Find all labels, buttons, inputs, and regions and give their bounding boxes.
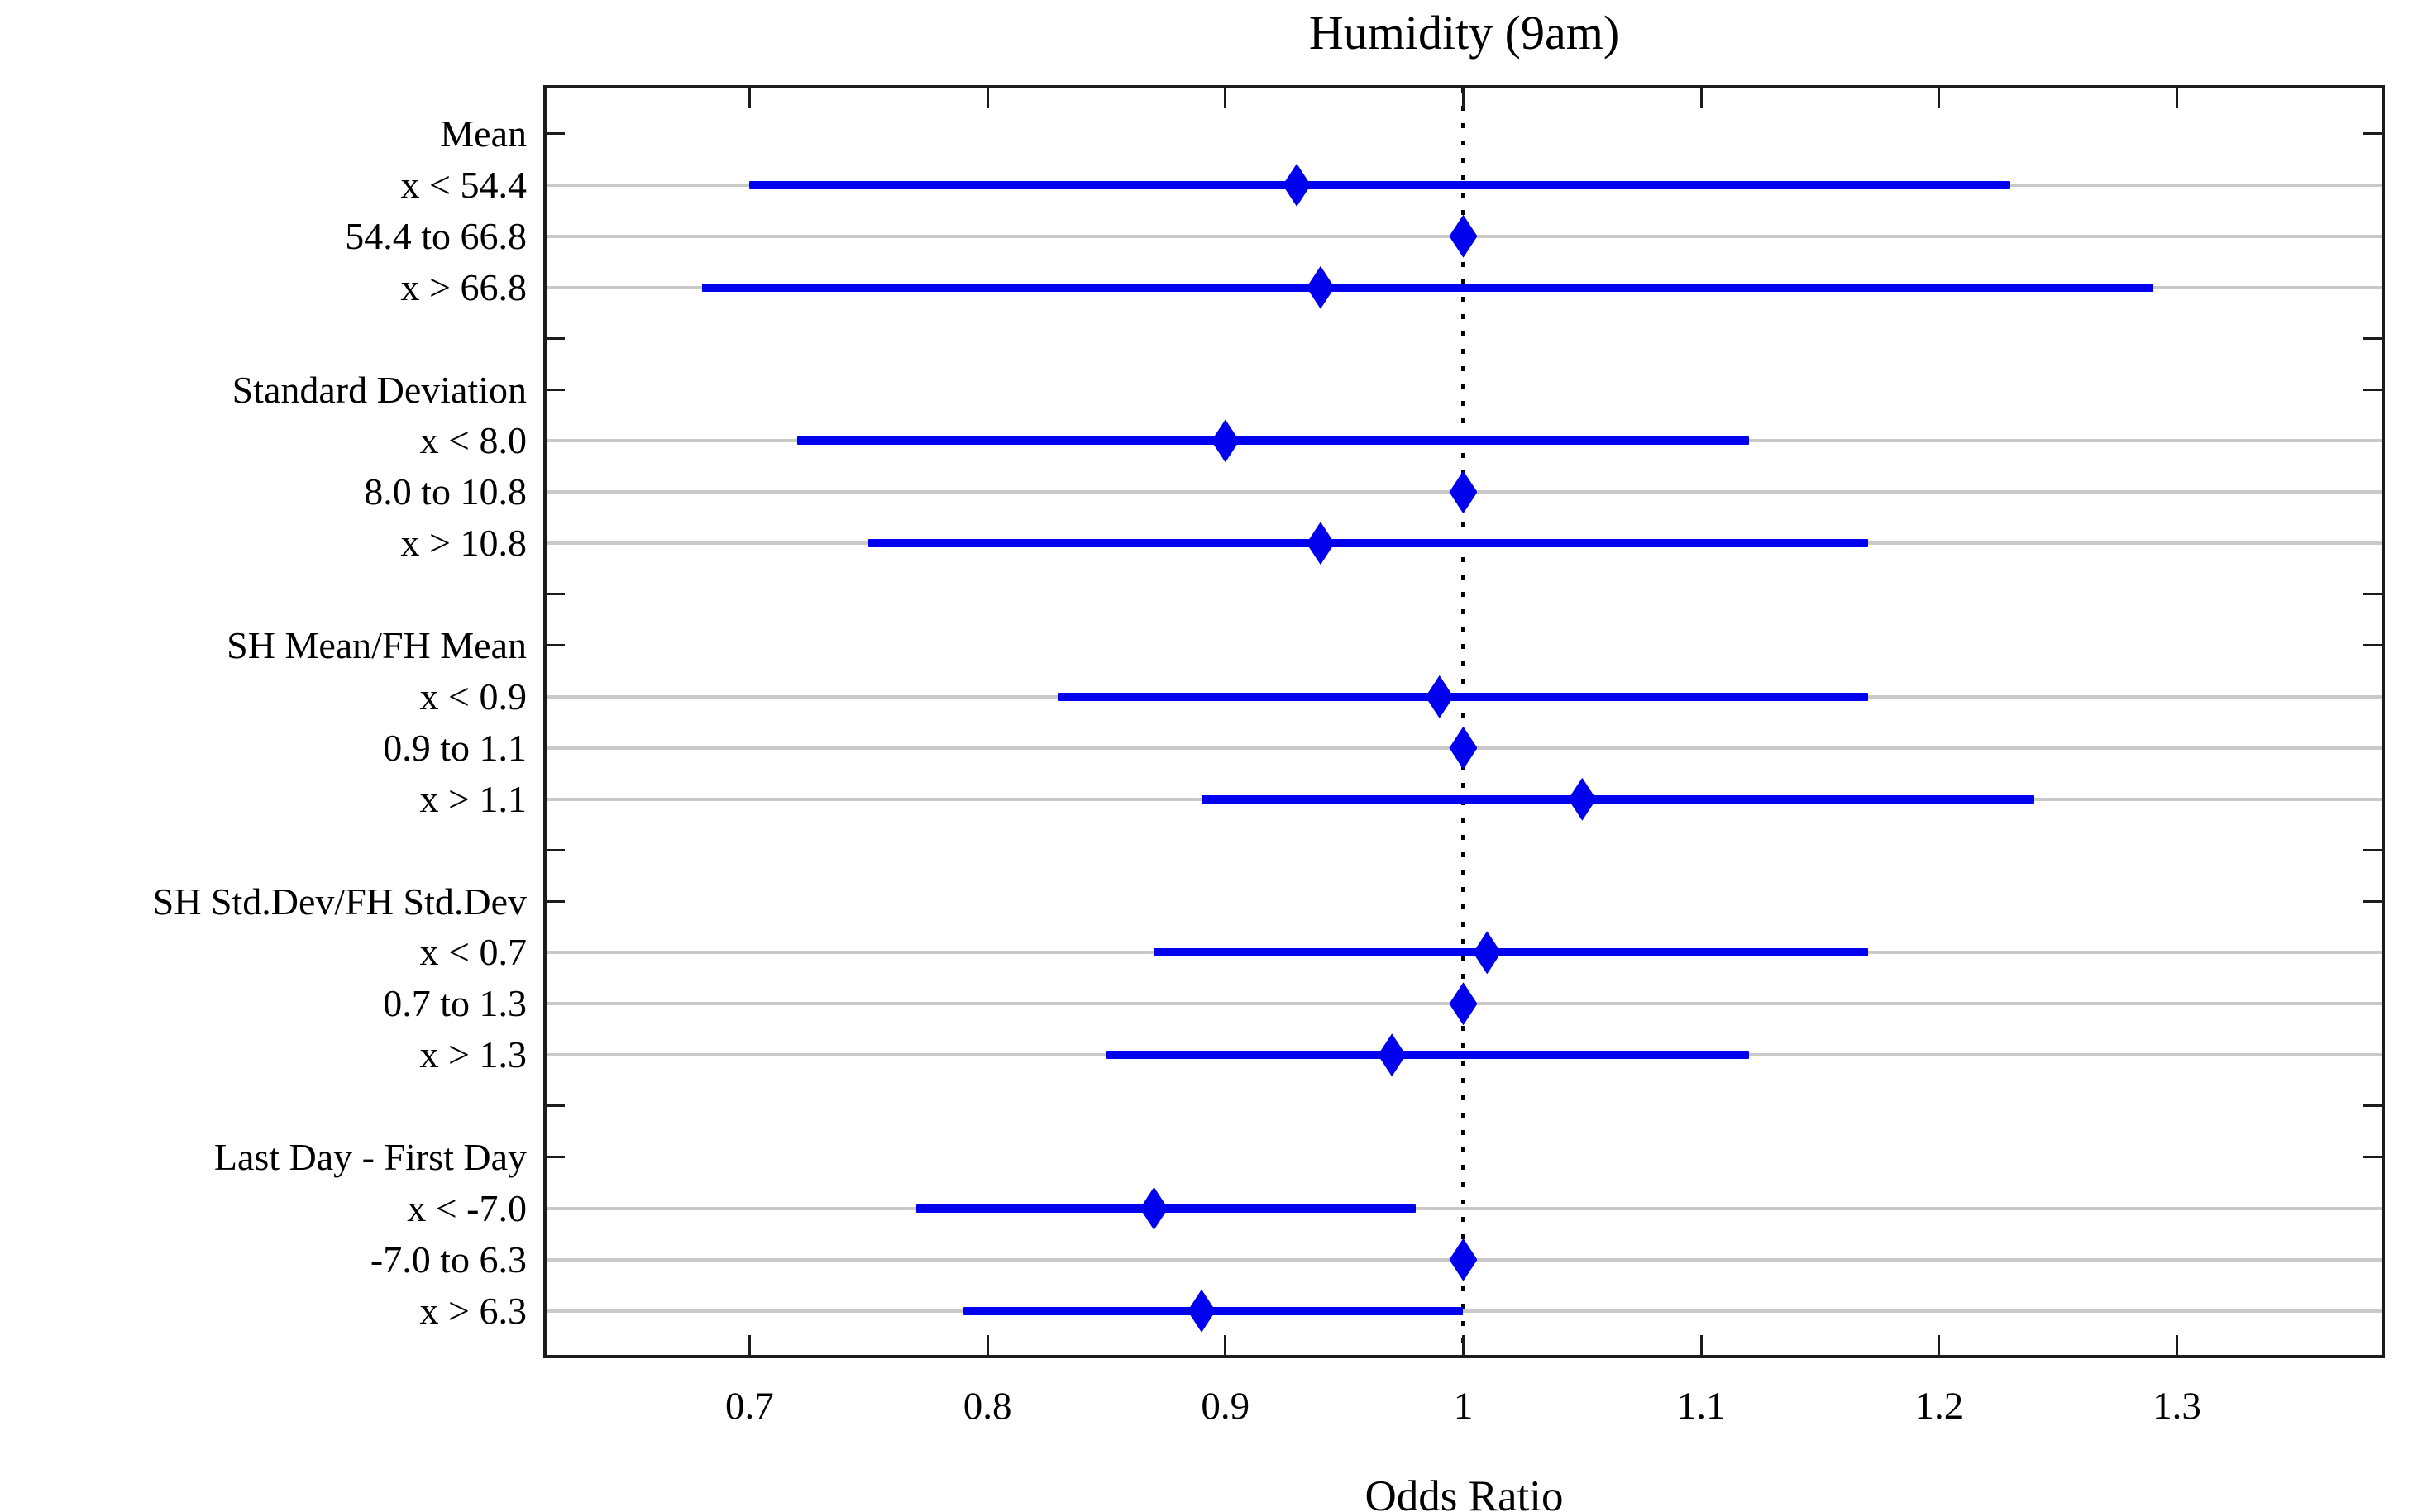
row-item-label: x > 66.8 — [400, 265, 527, 308]
ci-line — [1154, 948, 1868, 957]
or-marker — [1306, 265, 1335, 309]
or-marker — [1449, 982, 1478, 1026]
or-marker — [1140, 1186, 1168, 1230]
y-axis-tick-left — [547, 848, 565, 851]
row-item-label: x > 1.1 — [419, 777, 527, 820]
or-marker — [1449, 470, 1478, 514]
y-axis-tick-right — [2363, 1104, 2382, 1108]
x-axis-tick-top — [1461, 88, 1465, 108]
y-axis-tick-left — [547, 899, 565, 903]
row-group-label: Last Day - First Day — [213, 1136, 527, 1178]
or-marker — [1211, 419, 1240, 463]
y-axis-tick-left — [547, 388, 565, 391]
y-axis-tick-right — [2363, 1156, 2382, 1158]
y-axis-tick-right — [2363, 593, 2382, 596]
row-item-label: x < 0.7 — [419, 931, 527, 974]
x-axis-tick-bottom — [2176, 1335, 2179, 1355]
x-axis-tick-top — [2176, 88, 2179, 108]
or-marker — [1449, 1238, 1478, 1281]
row-item-label: x < 0.9 — [419, 675, 527, 718]
row-item-label: -7.0 to 6.3 — [370, 1238, 527, 1281]
y-axis-tick-right — [2363, 848, 2382, 851]
x-axis-label: Odds Ratio — [1364, 1472, 1564, 1512]
or-marker — [1449, 726, 1478, 770]
row-item-label: x > 10.8 — [400, 522, 527, 565]
x-axis-tick-bottom — [1938, 1335, 1941, 1355]
or-marker — [1425, 675, 1454, 718]
row-item-label: 0.7 to 1.3 — [383, 982, 527, 1025]
or-marker — [1378, 1033, 1407, 1077]
ci-line — [701, 283, 2153, 292]
y-axis-tick-right — [2363, 132, 2382, 135]
y-axis-tick-left — [547, 593, 565, 596]
x-tick-label: 0.8 — [963, 1385, 1012, 1428]
x-tick-label: 1.2 — [1914, 1385, 1964, 1428]
y-axis-tick-right — [2363, 336, 2382, 340]
or-marker — [1187, 1289, 1216, 1333]
x-tick-label: 1 — [1453, 1385, 1474, 1428]
or-marker — [1283, 163, 1312, 207]
x-axis-tick-top — [1938, 88, 1941, 108]
x-tick-label: 0.7 — [725, 1385, 774, 1428]
ci-line — [1058, 692, 1868, 701]
row-item-label: x < 54.4 — [400, 163, 527, 206]
y-axis-tick-right — [2363, 644, 2382, 646]
y-axis-tick-right — [2363, 899, 2382, 903]
y-axis-tick-left — [547, 1156, 565, 1158]
ci-line — [1202, 794, 2034, 804]
chart-title: Humidity (9am) — [1308, 6, 1620, 60]
or-marker — [1473, 931, 1502, 975]
y-axis-tick-left — [547, 1104, 565, 1108]
x-axis-tick-bottom — [1461, 1335, 1465, 1355]
x-tick-label: 1.1 — [1676, 1385, 1726, 1428]
ci-line — [1106, 1051, 1749, 1060]
x-axis-tick-top — [986, 88, 989, 108]
x-tick-label: 0.9 — [1201, 1385, 1250, 1428]
row-item-label: 8.0 to 10.8 — [364, 470, 527, 513]
ci-line — [796, 436, 1749, 446]
row-item-label: x < 8.0 — [419, 419, 527, 462]
or-marker — [1568, 777, 1597, 821]
y-axis-tick-left — [547, 644, 565, 646]
y-axis-tick-right — [2363, 388, 2382, 391]
row-group-label: SH Mean/FH Mean — [227, 624, 527, 666]
row-item-label: 54.4 to 66.8 — [345, 214, 527, 257]
row-group-label: SH Std.Dev/FH Std.Dev — [152, 880, 527, 923]
row-item-label: x > 1.3 — [419, 1033, 527, 1076]
row-group-label: Standard Deviation — [232, 368, 527, 411]
y-axis-tick-left — [547, 336, 565, 340]
x-tick-label: 1.3 — [2153, 1385, 2201, 1428]
x-axis-tick-top — [1699, 88, 1703, 108]
x-axis-tick-bottom — [986, 1335, 989, 1355]
y-axis-tick-left — [547, 132, 565, 135]
row-item-label: x > 6.3 — [419, 1289, 527, 1332]
row-group-label: Mean — [440, 112, 527, 155]
x-axis-tick-bottom — [748, 1335, 751, 1355]
or-marker — [1449, 214, 1478, 258]
reference-line — [1461, 88, 1465, 1355]
ci-line — [749, 180, 2011, 189]
row-item-label: x < -7.0 — [407, 1186, 527, 1229]
x-axis-tick-bottom — [1699, 1335, 1703, 1355]
ci-line — [868, 539, 1868, 548]
row-item-label: 0.9 to 1.1 — [383, 726, 527, 769]
or-marker — [1306, 522, 1335, 565]
x-axis-tick-bottom — [1224, 1335, 1227, 1355]
x-axis-tick-top — [748, 88, 751, 108]
x-axis-tick-top — [1224, 88, 1227, 108]
